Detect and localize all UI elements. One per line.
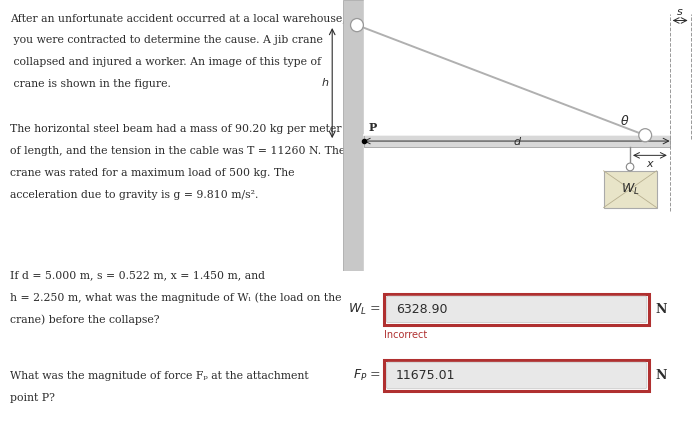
Bar [384,360,649,391]
Text: Incorrect: Incorrect [384,331,428,340]
Text: of length, and the tension in the cable was T = 11260 N. The: of length, and the tension in the cable … [10,146,345,155]
Text: d: d [513,137,520,147]
Text: The horizontal steel beam had a mass of 90.20 kg per meter: The horizontal steel beam had a mass of … [10,124,342,133]
Text: P: P [368,121,377,132]
Bar [343,0,363,271]
Text: crane is shown in the figure.: crane is shown in the figure. [10,79,171,89]
Text: $W_L$: $W_L$ [621,181,639,197]
Bar [363,135,670,147]
Text: h: h [322,78,329,88]
Text: crane was rated for a maximum load of 500 kg. The: crane was rated for a maximum load of 50… [10,168,295,178]
Text: x: x [647,159,653,169]
Text: $\theta$: $\theta$ [620,114,629,127]
Text: N: N [656,303,667,316]
Text: acceleration due to gravity is g = 9.810 m/s².: acceleration due to gravity is g = 9.810… [10,190,258,200]
Circle shape [626,163,634,171]
Text: $W_L$ =: $W_L$ = [348,302,381,317]
Text: If d = 5.000 m, s = 0.522 m, x = 1.450 m, and: If d = 5.000 m, s = 0.522 m, x = 1.450 m… [10,271,265,280]
FancyBboxPatch shape [386,296,647,322]
Text: 6328.90: 6328.90 [395,303,447,316]
Circle shape [639,129,652,142]
Text: 11675.01: 11675.01 [395,369,455,382]
Text: After an unfortunate accident occurred at a local warehouse,: After an unfortunate accident occurred a… [10,13,346,23]
Text: What was the magnitude of force Fₚ at the attachment: What was the magnitude of force Fₚ at th… [10,371,309,380]
Text: collapsed and injured a worker. An image of this type of: collapsed and injured a worker. An image… [10,57,321,67]
Text: $F_P$ =: $F_P$ = [353,368,381,383]
Bar [384,294,649,325]
Text: N: N [656,369,667,382]
Circle shape [351,19,363,32]
Text: point P?: point P? [10,393,55,403]
Text: crane) before the collapse?: crane) before the collapse? [10,315,160,325]
FancyBboxPatch shape [386,362,647,389]
Text: h = 2.250 m, what was the magnitude of Wₗ (the load on the: h = 2.250 m, what was the magnitude of W… [10,293,342,303]
Bar [603,171,657,207]
Text: you were contracted to determine the cause. A jib crane: you were contracted to determine the cau… [10,35,323,45]
Text: s: s [678,7,683,17]
